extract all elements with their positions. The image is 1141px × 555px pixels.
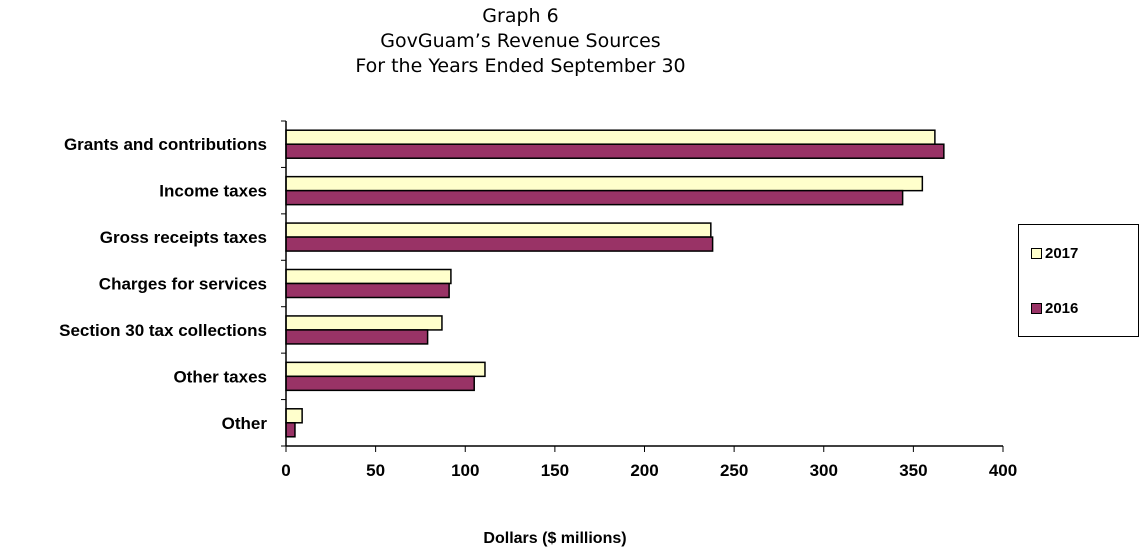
- bar-2016-5: [285, 375, 475, 392]
- x-tick-label-4: 200: [630, 461, 658, 480]
- legend-item-2017: 2017: [1031, 245, 1078, 262]
- title-line-1: Graph 6: [482, 5, 559, 27]
- bar-2016-0: [285, 143, 945, 159]
- bar-2017-4: [285, 315, 443, 331]
- bar-2017-0: [285, 129, 936, 145]
- legend-label-2016: 2016: [1045, 300, 1079, 317]
- bar-2017-3: [285, 268, 452, 285]
- legend-swatch-2016: [1031, 303, 1042, 314]
- x-tick-label-0: 0: [281, 461, 290, 480]
- x-tick-label-1: 50: [366, 461, 385, 480]
- x-tick-label-2: 100: [451, 461, 479, 480]
- x-tick-label-6: 300: [810, 461, 838, 480]
- legend-swatch-2017: [1031, 248, 1042, 259]
- category-label-6: Other: [222, 414, 268, 433]
- chart-title: Graph 6 GovGuam’s Revenue Sources For th…: [0, 4, 1041, 79]
- legend: 2017 2016: [1018, 224, 1139, 337]
- bar-2017-1: [285, 175, 924, 192]
- category-label-0: Grants and contributions: [64, 135, 267, 154]
- title-line-2: GovGuam’s Revenue Sources: [380, 30, 661, 52]
- legend-label-2017: 2017: [1045, 245, 1079, 262]
- x-tick-label-8: 400: [989, 461, 1017, 480]
- bar-2017-2: [285, 222, 712, 238]
- category-label-3: Charges for services: [99, 275, 267, 294]
- category-label-1: Income taxes: [159, 182, 267, 201]
- x-tick-label-7: 350: [899, 461, 927, 480]
- bar-2016-6: [285, 422, 296, 438]
- bar-2016-4: [285, 329, 429, 345]
- bar-2016-2: [285, 236, 714, 252]
- x-tick-label-3: 150: [541, 461, 569, 480]
- bar-2016-3: [285, 282, 450, 299]
- category-label-2: Gross receipts taxes: [100, 228, 267, 247]
- category-label-5: Other taxes: [173, 367, 267, 386]
- legend-item-2016: 2016: [1031, 300, 1078, 317]
- bar-2017-6: [285, 408, 303, 424]
- bar-2016-1: [285, 189, 904, 206]
- bar-2017-5: [285, 361, 486, 378]
- category-label-4: Section 30 tax collections: [59, 321, 267, 340]
- x-tick-label-5: 250: [720, 461, 748, 480]
- title-line-3: For the Years Ended September 30: [355, 55, 686, 77]
- x-axis-label: Dollars ($ millions): [483, 530, 627, 547]
